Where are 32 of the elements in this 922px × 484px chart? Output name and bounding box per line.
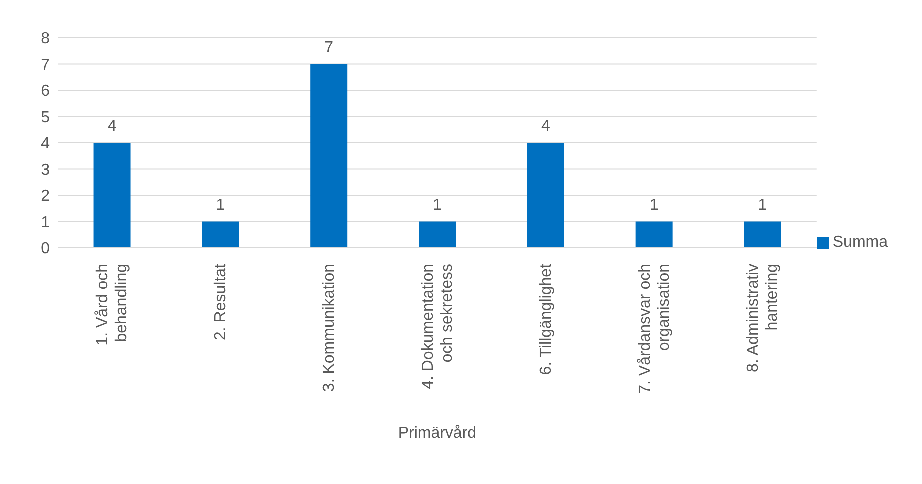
data-label: 4	[541, 118, 550, 135]
bar	[636, 222, 673, 248]
x-tick-label: 6. Tillgänglighet	[538, 263, 555, 376]
x-tick-label: 4. Dokumentation och sekretess	[420, 264, 456, 390]
y-tick-label: 7	[41, 56, 50, 74]
x-tick-label: 1. Vård och behandling	[94, 264, 131, 346]
y-tick-label: 2	[41, 188, 50, 206]
x-axis-title: Primärvård	[398, 425, 477, 442]
bar	[744, 222, 782, 248]
y-tick-label: 0	[41, 240, 50, 258]
bar	[310, 64, 348, 248]
bar	[202, 222, 240, 248]
y-tick-label: 3	[41, 162, 50, 179]
data-label: 7	[324, 39, 334, 56]
data-label: 1	[650, 196, 659, 214]
bar	[419, 222, 456, 248]
data-label: 1	[433, 196, 442, 214]
data-label: 1	[758, 196, 768, 214]
x-tick-label: 8. Administrativ hantering	[745, 264, 782, 372]
y-tick-label: 4	[41, 136, 50, 153]
legend-label: Summa	[832, 234, 888, 251]
x-tick-label: 7. Vårdansvar och organisation	[636, 264, 673, 394]
data-label: 1	[216, 196, 226, 214]
x-tick-label: 2. Resultat	[212, 263, 230, 340]
bar	[527, 143, 564, 248]
y-tick-label: 5	[41, 109, 50, 126]
y-tick-label: 8	[41, 30, 50, 48]
y-tick-label: 1	[41, 214, 50, 232]
data-label: 4	[108, 118, 117, 135]
y-tick-label: 6	[41, 83, 50, 100]
x-tick-label: 3. Kommunikation	[321, 264, 338, 392]
bar	[94, 143, 131, 248]
